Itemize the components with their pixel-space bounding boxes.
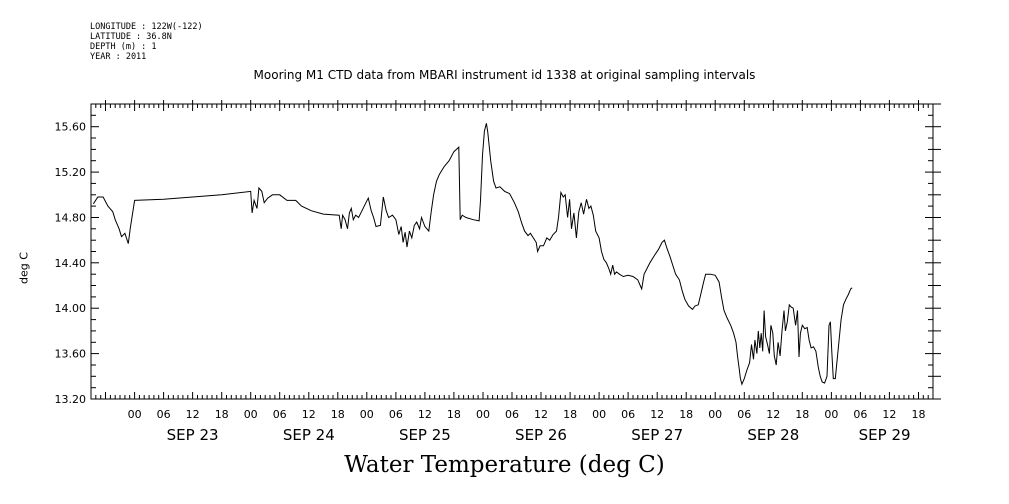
chart-title: Mooring M1 CTD data from MBARI instrumen… <box>253 68 756 82</box>
y-tick-label: 14.00 <box>55 302 87 315</box>
x-tick-label: 00 <box>128 408 142 421</box>
day-label: SEP 25 <box>399 426 451 444</box>
x-tick-label: 00 <box>244 408 258 421</box>
x-tick-label: 00 <box>360 408 374 421</box>
x-tick-label: 06 <box>273 408 287 421</box>
x-tick-label: 18 <box>447 408 461 421</box>
day-label: SEP 23 <box>167 426 219 444</box>
y-tick-label: 15.20 <box>55 166 87 179</box>
x-tick-label: 00 <box>824 408 838 421</box>
x-tick-label: 00 <box>708 408 722 421</box>
x-tick-label: 12 <box>186 408 200 421</box>
x-tick-label: 00 <box>592 408 606 421</box>
plot-frame <box>90 103 934 400</box>
x-tick-label: 12 <box>766 408 780 421</box>
x-tick-label: 06 <box>621 408 635 421</box>
day-label: SEP 24 <box>283 426 335 444</box>
x-tick-label: 06 <box>853 408 867 421</box>
axis-ticks <box>90 100 941 400</box>
x-tick-label: 12 <box>882 408 896 421</box>
longitude-label: LONGITUDE : 122W(-122) <box>90 22 203 32</box>
x-tick-label: 06 <box>389 408 403 421</box>
day-label: SEP 26 <box>515 426 567 444</box>
x-axis-label: Water Temperature (deg C) <box>344 452 665 478</box>
day-label: SEP 29 <box>859 426 911 444</box>
y-tick-labels: 13.20 13.60 14.00 14.40 14.80 15.20 15.60 <box>55 121 87 406</box>
x-tick-label: 12 <box>534 408 548 421</box>
temperature-series-line <box>92 123 853 386</box>
y-tick-label: 15.60 <box>55 121 87 134</box>
x-tick-label: 18 <box>563 408 577 421</box>
x-tick-label: 18 <box>331 408 345 421</box>
x-tick-label: 00 <box>476 408 490 421</box>
metadata-block: LONGITUDE : 122W(-122) LATITUDE : 36.8N … <box>90 22 203 62</box>
x-tick-label: 12 <box>650 408 664 421</box>
x-tick-label: 18 <box>215 408 229 421</box>
day-labels: SEP 23 SEP 24 SEP 25 SEP 26 SEP 27 SEP 28 SEP … <box>167 426 911 444</box>
latitude-label: LATITUDE : 36.8N <box>90 32 172 42</box>
day-label: SEP 27 <box>631 426 683 444</box>
y-tick-label: 14.40 <box>55 257 87 270</box>
depth-label: DEPTH (m) : 1 <box>90 42 157 52</box>
y-tick-label: 13.20 <box>55 393 87 406</box>
year-label: YEAR : 2011 <box>90 52 147 62</box>
x-tick-label: 18 <box>679 408 693 421</box>
x-tick-label: 18 <box>912 408 926 421</box>
y-tick-label: 14.80 <box>55 212 87 225</box>
day-label: SEP 28 <box>747 426 799 444</box>
x-tick-label: 12 <box>302 408 316 421</box>
x-tick-label: 06 <box>505 408 519 421</box>
x-tick-labels: 00 06 12 18 00 06 12 18 00 06 12 18 00 06 12 18 00 06 12 18… <box>128 408 926 421</box>
x-tick-label: 12 <box>418 408 432 421</box>
x-tick-label: 06 <box>157 408 171 421</box>
y-tick-label: 13.60 <box>55 348 87 361</box>
x-tick-label: 18 <box>795 408 809 421</box>
x-tick-label: 06 <box>737 408 751 421</box>
